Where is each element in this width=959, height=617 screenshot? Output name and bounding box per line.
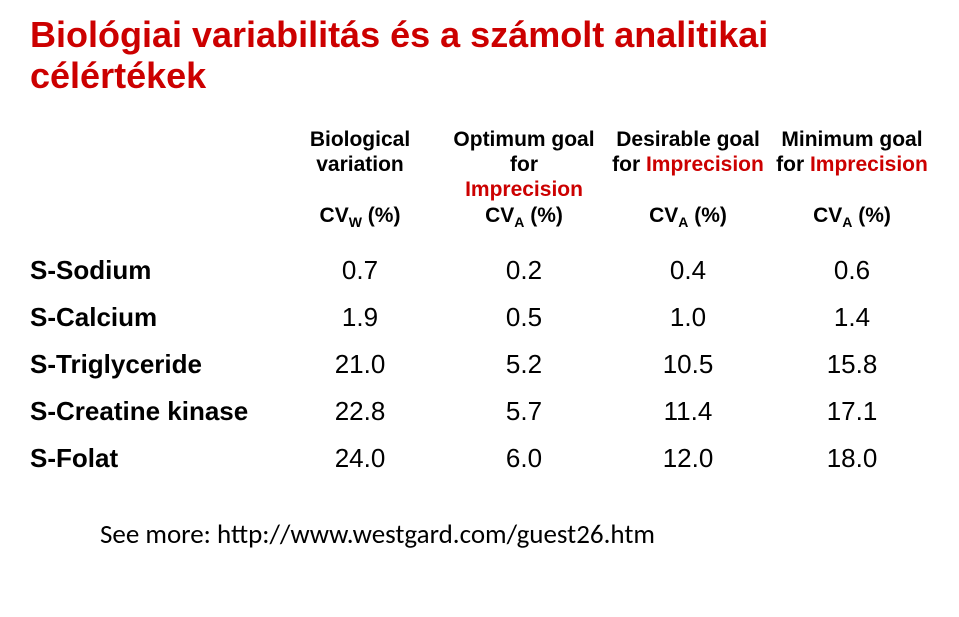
- cv-subscript: W: [349, 215, 362, 231]
- cell-value: 0.6: [770, 247, 934, 294]
- hdr-text: Biological: [310, 128, 410, 151]
- col-header-minimum: Minimum goal for Imprecision: [770, 127, 934, 205]
- cell-value: 5.7: [442, 388, 606, 435]
- subhead-cva: CVA (%): [770, 204, 934, 246]
- col-header-optimum: Optimum goal for Imprecision: [442, 127, 606, 205]
- row-label: S-Calcium: [30, 294, 278, 341]
- table-row: S-Folat 24.0 6.0 12.0 18.0: [30, 435, 934, 482]
- hdr-text: for: [612, 153, 646, 176]
- variability-table: Biological variation Optimum goal for Im…: [30, 127, 934, 482]
- page-title: Biológiai variabilitás és a számolt anal…: [30, 14, 929, 97]
- cell-value: 10.5: [606, 341, 770, 388]
- table-row: S-Calcium 1.9 0.5 1.0 1.4: [30, 294, 934, 341]
- col-header-desirable: Desirable goal for Imprecision: [606, 127, 770, 205]
- cv-subscript: A: [678, 215, 688, 231]
- hdr-imprecision: Imprecision: [465, 178, 583, 201]
- cell-value: 0.5: [442, 294, 606, 341]
- cell-value: 1.4: [770, 294, 934, 341]
- cv-prefix: CV: [649, 204, 678, 227]
- cv-suffix: (%): [688, 204, 727, 227]
- hdr-text: Optimum goal for: [453, 128, 594, 176]
- cell-value: 0.4: [606, 247, 770, 294]
- slide-page: Biológiai variabilitás és a számolt anal…: [0, 0, 959, 551]
- row-label: S-Creatine kinase: [30, 388, 278, 435]
- cv-prefix: CV: [485, 204, 514, 227]
- subhead-cva: CVA (%): [442, 204, 606, 246]
- cell-value: 15.8: [770, 341, 934, 388]
- cell-value: 21.0: [278, 341, 442, 388]
- hdr-text: Desirable goal: [616, 128, 760, 151]
- cv-prefix: CV: [320, 204, 349, 227]
- cv-subscript: A: [842, 215, 852, 231]
- cell-value: 1.0: [606, 294, 770, 341]
- hdr-imprecision: Imprecision: [810, 153, 928, 176]
- cell-value: 24.0: [278, 435, 442, 482]
- hdr-text: variation: [316, 153, 404, 176]
- hdr-imprecision: Imprecision: [646, 153, 764, 176]
- cell-value: 11.4: [606, 388, 770, 435]
- table-row: S-Sodium 0.7 0.2 0.4 0.6: [30, 247, 934, 294]
- cell-value: 1.9: [278, 294, 442, 341]
- table-subheader-row: CVW (%) CVA (%) CVA (%) CVA (%): [30, 204, 934, 246]
- cv-prefix: CV: [813, 204, 842, 227]
- row-label: S-Triglyceride: [30, 341, 278, 388]
- cell-value: 18.0: [770, 435, 934, 482]
- footer-link-text: See more: http://www.westgard.com/guest2…: [100, 518, 929, 551]
- cell-value: 6.0: [442, 435, 606, 482]
- cv-suffix: (%): [524, 204, 563, 227]
- cv-suffix: (%): [362, 204, 401, 227]
- subhead-cva: CVA (%): [606, 204, 770, 246]
- cell-value: 12.0: [606, 435, 770, 482]
- table-row: S-Triglyceride 21.0 5.2 10.5 15.8: [30, 341, 934, 388]
- cell-value: 17.1: [770, 388, 934, 435]
- col-header-biological: Biological variation: [278, 127, 442, 205]
- hdr-text: Minimum goal: [781, 128, 922, 151]
- hdr-text: for: [776, 153, 810, 176]
- cv-suffix: (%): [852, 204, 891, 227]
- row-label: S-Sodium: [30, 247, 278, 294]
- cell-value: 22.8: [278, 388, 442, 435]
- table-row: S-Creatine kinase 22.8 5.7 11.4 17.1: [30, 388, 934, 435]
- cell-value: 0.7: [278, 247, 442, 294]
- row-label: S-Folat: [30, 435, 278, 482]
- cell-value: 0.2: [442, 247, 606, 294]
- table-header-row: Biological variation Optimum goal for Im…: [30, 127, 934, 205]
- cell-value: 5.2: [442, 341, 606, 388]
- subhead-cvw: CVW (%): [278, 204, 442, 246]
- cv-subscript: A: [514, 215, 524, 231]
